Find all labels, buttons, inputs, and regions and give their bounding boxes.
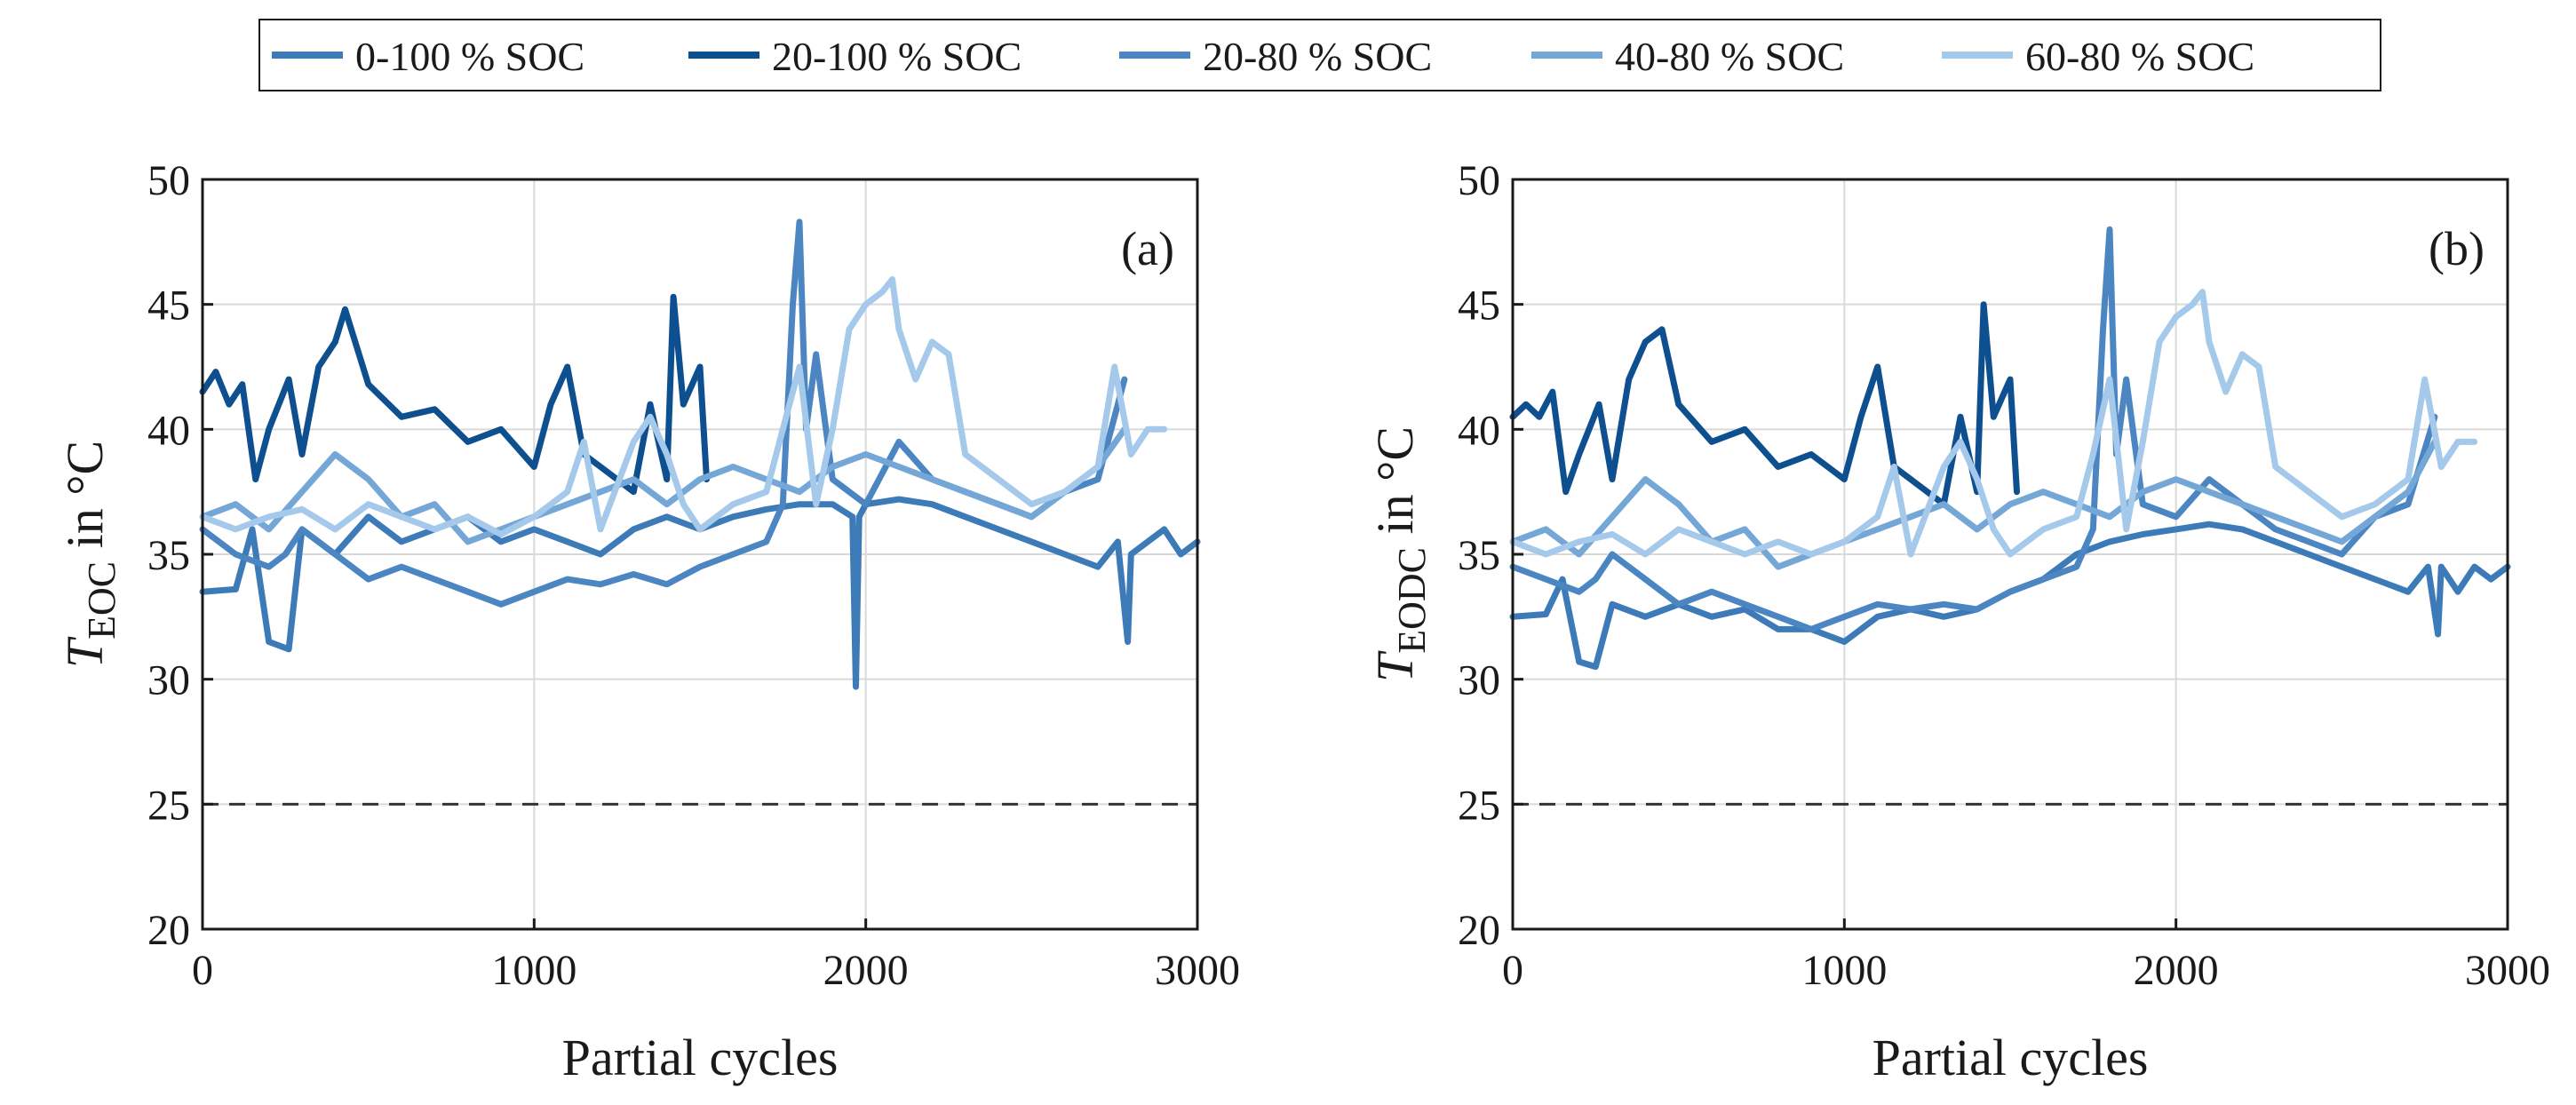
legend-label-0: 0-100 % SOC <box>355 34 584 79</box>
x-tick-label-b-1: 1000 <box>1801 947 1887 994</box>
legend-label-1: 20-100 % SOC <box>772 34 1022 79</box>
y-tick-label-a-3: 35 <box>147 532 190 579</box>
series-b-3 <box>1509 438 2438 570</box>
x-axis-label-a: Partial cycles <box>562 1029 839 1086</box>
x-tick-label-a-3: 3000 <box>1155 947 1240 994</box>
y-tick-label-a-5: 45 <box>147 282 190 330</box>
x-tick-label-a-2: 2000 <box>823 947 909 994</box>
ticks-a: 0 1000 2000 3000 20 25 30 35 40 45 50 <box>147 157 1240 994</box>
panel-b: 0 1000 2000 3000 20 25 30 35 40 45 50 (b) Partial … <box>1366 157 2550 1086</box>
y-axis-label-sub-b: EODC <box>1390 547 1434 654</box>
y-axis-label-rest-a: in °C <box>56 441 114 561</box>
legend-box <box>258 19 2381 91</box>
series-a-3 <box>199 425 1128 545</box>
legend-label-3: 40-80 % SOC <box>1615 34 1844 79</box>
x-tick-label-a-1: 1000 <box>491 947 576 994</box>
y-tick-label-a-4: 40 <box>147 407 190 454</box>
ticks-b: 0 1000 2000 3000 20 25 30 35 40 45 50 <box>1458 157 2550 994</box>
panel-a: 0 1000 2000 3000 20 25 30 35 40 45 50 (a) Partial … <box>56 157 1240 1086</box>
y-tick-label-b-2: 30 <box>1458 657 1500 704</box>
series-layer-a <box>199 219 1201 690</box>
y-axis-label-sub-a: EOC <box>80 561 123 640</box>
y-axis-label-a: TEOC in °C <box>56 441 123 668</box>
series-b-4 <box>1509 289 2478 558</box>
series-layer-b <box>1509 226 2511 671</box>
y-axis-label-main-b: T <box>1366 650 1424 682</box>
y-tick-label-b-3: 35 <box>1458 532 1500 579</box>
y-tick-label-b-4: 40 <box>1458 407 1500 454</box>
legend-label-2: 20-80 % SOC <box>1203 34 1432 79</box>
panel-label-a: (a) <box>1121 222 1174 275</box>
x-tick-label-b-3: 3000 <box>2465 947 2550 994</box>
series-b-2 <box>1509 226 2438 632</box>
x-tick-label-b-2: 2000 <box>2134 947 2219 994</box>
y-tick-label-b-1: 25 <box>1458 782 1500 829</box>
y-tick-label-b-5: 45 <box>1458 282 1500 330</box>
y-axis-label-rest-b: in °C <box>1366 426 1424 547</box>
y-tick-label-a-1: 25 <box>147 782 190 829</box>
y-tick-label-a-0: 20 <box>147 907 190 954</box>
y-tick-label-a-2: 30 <box>147 657 190 704</box>
x-tick-label-b-0: 0 <box>1502 947 1523 994</box>
x-tick-label-a-0: 0 <box>192 947 213 994</box>
panel-label-b: (b) <box>2429 222 2485 275</box>
legend-label-4: 60-80 % SOC <box>2025 34 2254 79</box>
y-tick-label-b-0: 20 <box>1458 907 1500 954</box>
y-axis-label-b: TEODC in °C <box>1366 426 1434 682</box>
y-axis-label-main-a: T <box>56 636 114 668</box>
legend: 0-100 % SOC 20-100 % SOC 20-80 % SOC 40-… <box>258 19 2381 91</box>
x-axis-label-b: Partial cycles <box>1872 1029 2149 1086</box>
y-tick-label-b-6: 50 <box>1458 157 1500 204</box>
series-a-4 <box>199 276 1168 537</box>
y-tick-label-a-6: 50 <box>147 157 190 204</box>
